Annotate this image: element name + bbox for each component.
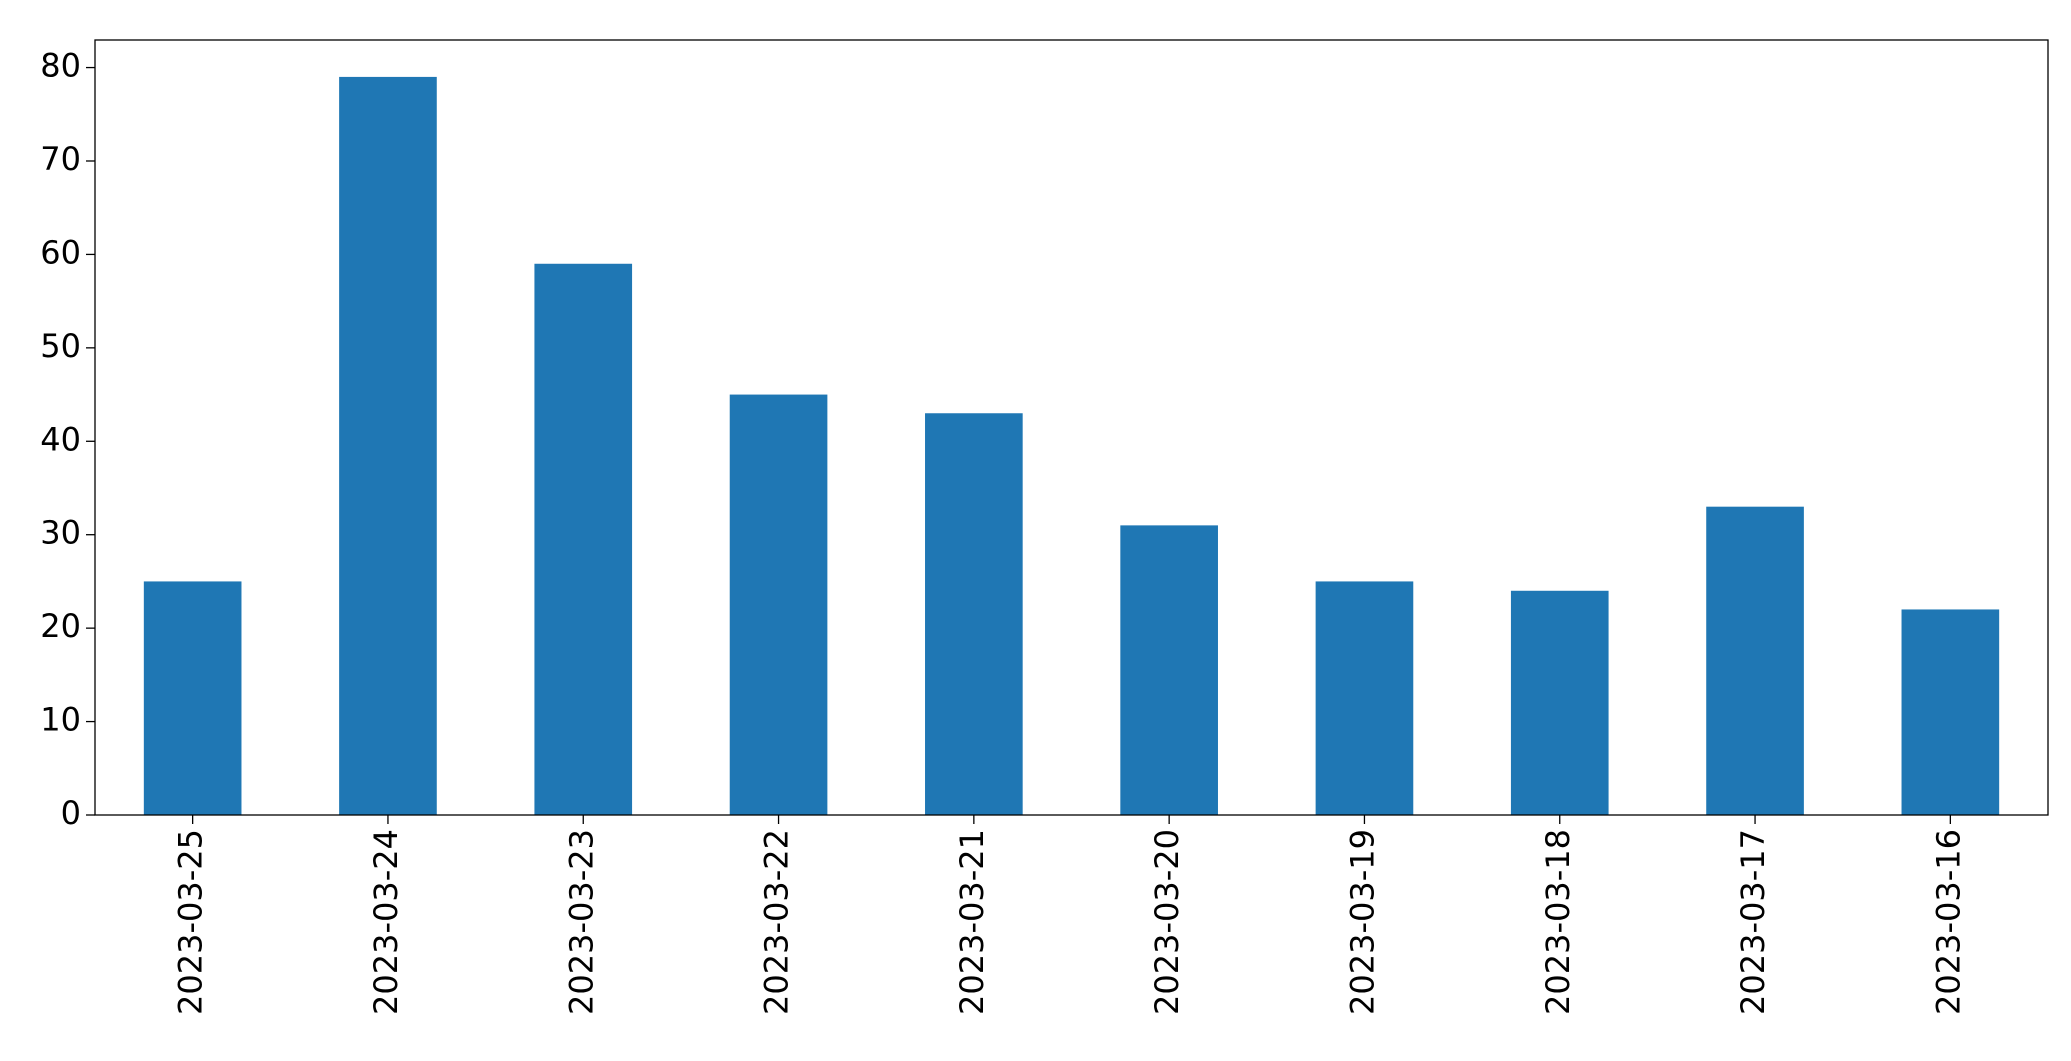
y-tick-label: 20 xyxy=(40,607,81,645)
y-tick-label: 40 xyxy=(40,420,81,458)
bar xyxy=(339,76,437,815)
bar xyxy=(143,581,242,815)
bar xyxy=(1315,581,1414,815)
bar xyxy=(1510,590,1609,815)
x-tick-label: 2023-03-18 xyxy=(1539,829,1577,1015)
x-tick-label: 2023-03-21 xyxy=(953,829,991,1015)
y-tick-label: 0 xyxy=(61,794,81,832)
bar xyxy=(1901,609,2000,815)
bar xyxy=(925,413,1023,815)
y-tick-label: 10 xyxy=(40,701,81,739)
y-tick-label: 30 xyxy=(40,514,81,552)
x-tick-label: 2023-03-20 xyxy=(1148,829,1186,1015)
x-tick-label: 2023-03-23 xyxy=(562,829,600,1015)
bar xyxy=(1120,525,1218,815)
y-tick-label: 70 xyxy=(40,140,81,178)
x-tick-label: 2023-03-24 xyxy=(367,829,405,1015)
bar xyxy=(1706,506,1804,815)
plot-frame xyxy=(94,39,2049,816)
y-tick-label: 80 xyxy=(40,47,81,85)
bar xyxy=(729,394,828,815)
y-tick-label: 50 xyxy=(40,327,81,365)
bar xyxy=(534,263,633,816)
y-tick-label: 60 xyxy=(40,233,81,271)
x-tick-label: 2023-03-16 xyxy=(1929,829,1967,1015)
x-tick-label: 2023-03-17 xyxy=(1734,829,1772,1015)
x-tick-label: 2023-03-22 xyxy=(758,829,796,1015)
x-tick-label: 2023-03-25 xyxy=(172,829,210,1015)
x-tick-label: 2023-03-19 xyxy=(1343,829,1381,1015)
